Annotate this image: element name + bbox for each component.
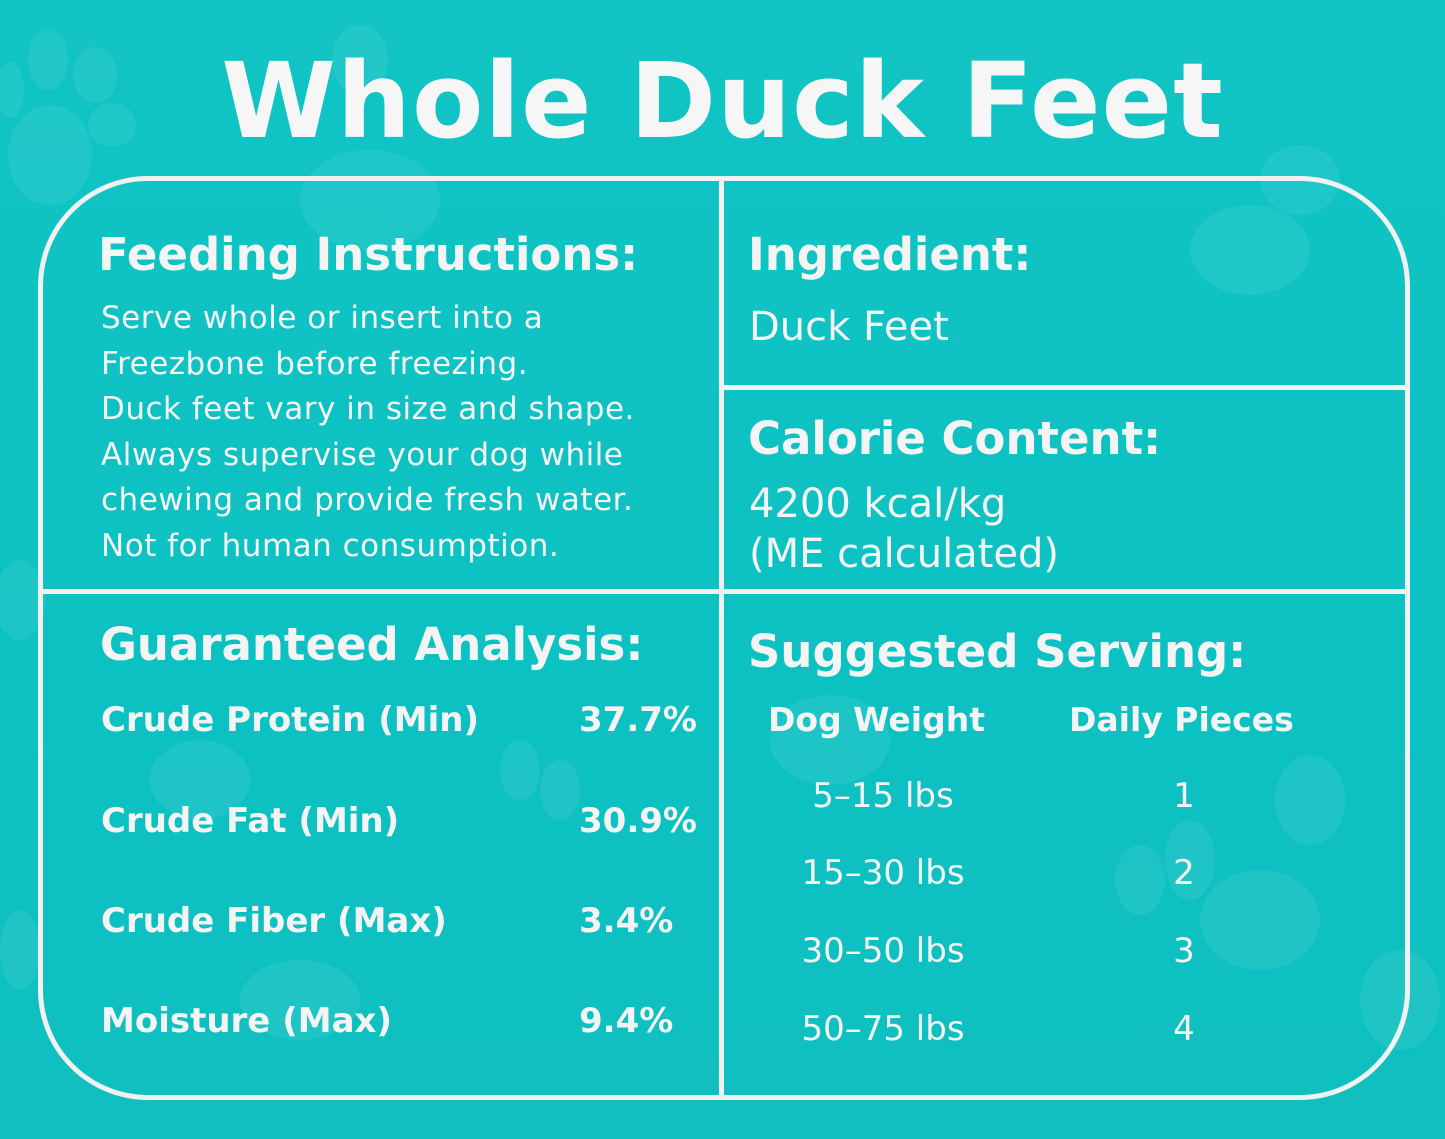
ingredient-heading: Ingredient:: [748, 228, 1032, 281]
analysis-label: Moisture (Max): [101, 1001, 392, 1041]
serving-weight: 15–30 lbs: [801, 853, 965, 893]
page-title: Whole Duck Feet: [221, 40, 1224, 162]
vertical-divider: [719, 181, 724, 1095]
serving-pieces: 2: [1173, 853, 1195, 893]
feeding-line: Not for human consumption.: [101, 527, 560, 564]
calorie-value: 4200 kcal/kg: [749, 481, 1007, 527]
serving-pieces: 3: [1173, 931, 1195, 971]
serving-column-header: Dog Weight: [768, 700, 985, 739]
feeding-line: Duck feet vary in size and shape.: [101, 391, 635, 427]
feeding-line: chewing and provide fresh water.: [101, 482, 634, 518]
feeding-instructions-text: Serve whole or insert into a Freezbone b…: [101, 296, 635, 569]
calorie-heading: Calorie Content:: [748, 412, 1162, 465]
analysis-value: 3.4%: [579, 901, 674, 941]
serving-weight: 5–15 lbs: [812, 776, 954, 816]
feeding-line: Always supervise your dog while: [101, 436, 624, 473]
serving-pieces: 4: [1173, 1009, 1195, 1049]
serving-weight: 30–50 lbs: [801, 931, 965, 971]
feeding-line: Freezbone before freezing.: [101, 345, 529, 382]
info-panel-border: [38, 176, 1410, 1100]
horizontal-divider: [43, 589, 1405, 594]
serving-weight: 50–75 lbs: [801, 1009, 965, 1049]
analysis-value: 9.4%: [579, 1001, 674, 1041]
analysis-label: Crude Fiber (Max): [101, 901, 447, 941]
analysis-label: Crude Protein (Min): [101, 700, 479, 740]
ingredient-calorie-divider: [724, 385, 1405, 390]
serving-column-header: Daily Pieces: [1069, 700, 1294, 739]
calorie-note: (ME calculated): [749, 531, 1059, 577]
analysis-label: Crude Fat (Min): [101, 801, 400, 841]
serving-pieces: 1: [1173, 776, 1195, 816]
serving-heading: Suggested Serving:: [748, 625, 1247, 678]
analysis-heading: Guaranteed Analysis:: [100, 618, 644, 671]
analysis-value: 37.7%: [579, 700, 697, 740]
feeding-instructions-heading: Feeding Instructions:: [98, 228, 639, 281]
analysis-value: 30.9%: [579, 801, 697, 841]
ingredient-value: Duck Feet: [749, 304, 949, 350]
feeding-line: Serve whole or insert into a: [101, 300, 544, 336]
